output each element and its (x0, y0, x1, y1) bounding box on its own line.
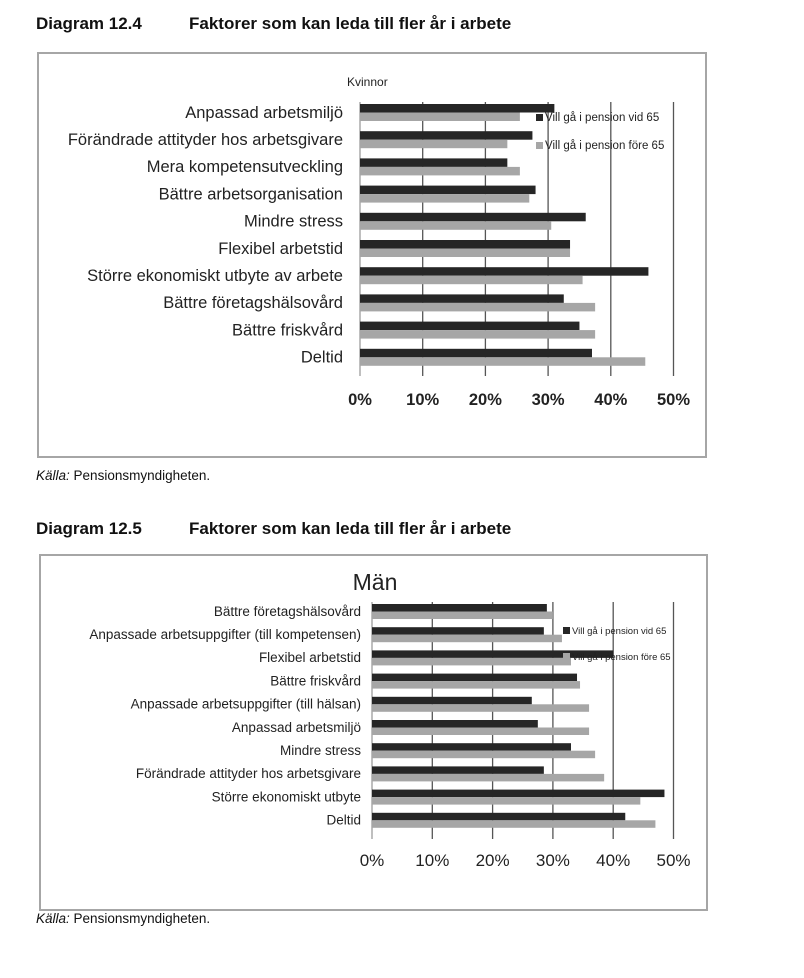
bar-vid-65 (372, 673, 578, 682)
bar-fore-65 (360, 112, 520, 121)
category-label: Anpassade arbetsuppgifter (till kompeten… (89, 627, 361, 642)
bar-fore-65 (360, 221, 552, 230)
bar-vid-65 (372, 789, 665, 798)
category-label: Mindre stress (244, 213, 343, 231)
category-label: Deltid (326, 813, 361, 828)
category-label: Mindre stress (280, 743, 361, 758)
chart-frame-men: Män 0% 10% 20% 30% 40% 50% Bättre företagshälso… (39, 554, 708, 911)
bar-fore-65 (360, 139, 508, 149)
legend-swatch (563, 653, 570, 660)
category-label: Mera kompetensutveckling (147, 158, 343, 176)
chart-men: Män 0% 10% 20% 30% 40% 50% Bättre företagshälso… (89, 569, 690, 870)
legend-label: Vill gå i pension före 65 (545, 140, 664, 152)
bar-vid-65 (372, 812, 626, 821)
bar-fore-65 (372, 657, 571, 666)
bar-vid-65 (372, 720, 538, 728)
source-label: Källa: (36, 468, 70, 483)
chart-women: Kvinnor 0% 10% 20% 30% 40% 50% Anpassad arbetsm… (68, 75, 690, 409)
bar-fore-65 (372, 611, 553, 619)
bar-fore-65 (360, 275, 583, 285)
category-label: Bättre friskvård (270, 673, 361, 688)
category-label: Större ekonomiskt utbyte av arbete (87, 267, 343, 285)
bar-fore-65 (372, 727, 590, 735)
x-tick-label: 20% (469, 391, 502, 409)
bar-fore-65 (372, 820, 656, 828)
bar-fore-65 (372, 797, 641, 805)
x-tick-label: 30% (532, 391, 565, 409)
legend-swatch (536, 114, 543, 121)
bar-vid-65 (360, 212, 586, 222)
x-tick-label: 20% (476, 851, 510, 870)
bar-fore-65 (360, 166, 520, 176)
x-tick-label: 0% (348, 391, 372, 409)
x-tick-label: 40% (594, 391, 627, 409)
bar-vid-65 (360, 104, 555, 113)
bar-fore-65 (360, 248, 571, 257)
x-tick-label: 50% (657, 391, 690, 409)
bar-fore-65 (360, 194, 530, 203)
x-tick-label: 10% (406, 391, 439, 409)
diagram-heading: Faktorer som kan leda till fler år i arb… (189, 519, 512, 538)
bar-vid-65 (360, 294, 564, 303)
bar-fore-65 (360, 357, 646, 366)
x-tick-label: 30% (536, 851, 570, 870)
category-label: Förändrade attityder hos arbetsgivare (68, 131, 343, 149)
bar-fore-65 (372, 704, 590, 712)
bar-fore-65 (372, 750, 596, 759)
bar-vid-65 (360, 267, 649, 276)
diagram-number: Diagram 12.5 (36, 519, 142, 538)
bar-vid-65 (372, 696, 532, 705)
legend-label: Vill gå i pension vid 65 (572, 626, 666, 637)
diagram-heading: Faktorer som kan leda till fler år i arb… (189, 14, 512, 33)
bar-vid-65 (372, 604, 547, 612)
category-label: Bättre företagshälsovård (163, 294, 343, 312)
chart-title: Män (353, 569, 398, 595)
category-label: Flexibel arbetstid (259, 650, 361, 665)
category-label: Bättre arbetsorganisation (159, 185, 343, 203)
source-text: Pensionsmyndigheten. (73, 468, 211, 483)
bar-vid-65 (360, 321, 580, 331)
bar-vid-65 (360, 131, 533, 140)
x-tick-label: 10% (415, 851, 449, 870)
category-label: Bättre friskvård (232, 321, 343, 339)
source-note-1: Källa: Pensionsmyndigheten. (36, 468, 210, 483)
category-label: Anpassad arbetsmiljö (185, 104, 343, 122)
source-label: Källa: (36, 911, 70, 926)
category-label: Flexibel arbetstid (218, 240, 343, 258)
bar-vid-65 (360, 240, 571, 249)
x-tick-label: 0% (360, 851, 385, 870)
bar-fore-65 (372, 681, 581, 689)
category-label: Anpassad arbetsmiljö (232, 720, 361, 735)
diagram-number: Diagram 12.4 (36, 14, 142, 33)
category-label: Bättre företagshälsovård (214, 604, 361, 619)
category-label: Deltid (301, 349, 343, 367)
bar-vid-65 (372, 766, 544, 774)
chart-frame-women: Kvinnor 0% 10% 20% 30% 40% 50% Anpassad arbetsm… (37, 52, 707, 458)
bar-vid-65 (360, 158, 508, 167)
bar-vid-65 (372, 650, 614, 658)
diagram-title-2: Diagram 12.5 Faktorer som kan leda till f… (36, 519, 511, 539)
source-text: Pensionsmyndigheten. (73, 911, 211, 926)
category-label: Förändrade attityder hos arbetsgivare (136, 766, 361, 781)
bar-fore-65 (360, 330, 596, 339)
bar-vid-65 (360, 348, 592, 358)
bar-vid-65 (372, 627, 544, 635)
legend-label: Vill gå i pension före 65 (572, 652, 671, 663)
legend-swatch (563, 627, 570, 634)
category-label: Större ekonomiskt utbyte (212, 789, 361, 804)
bar-fore-65 (372, 773, 605, 782)
diagram-title-1: Diagram 12.4 Faktorer som kan leda till f… (36, 14, 511, 34)
chart-title: Kvinnor (347, 75, 388, 89)
bar-fore-65 (372, 634, 562, 643)
x-tick-label: 40% (596, 851, 630, 870)
category-label: Anpassade arbetsuppgifter (till hälsan) (131, 697, 361, 712)
bar-vid-65 (360, 185, 536, 195)
source-note-2: Källa: Pensionsmyndigheten. (36, 911, 210, 926)
legend-swatch (536, 142, 543, 149)
bar-fore-65 (360, 302, 596, 312)
legend-label: Vill gå i pension vid 65 (545, 112, 659, 124)
x-tick-label: 50% (656, 851, 690, 870)
bar-vid-65 (372, 743, 571, 751)
